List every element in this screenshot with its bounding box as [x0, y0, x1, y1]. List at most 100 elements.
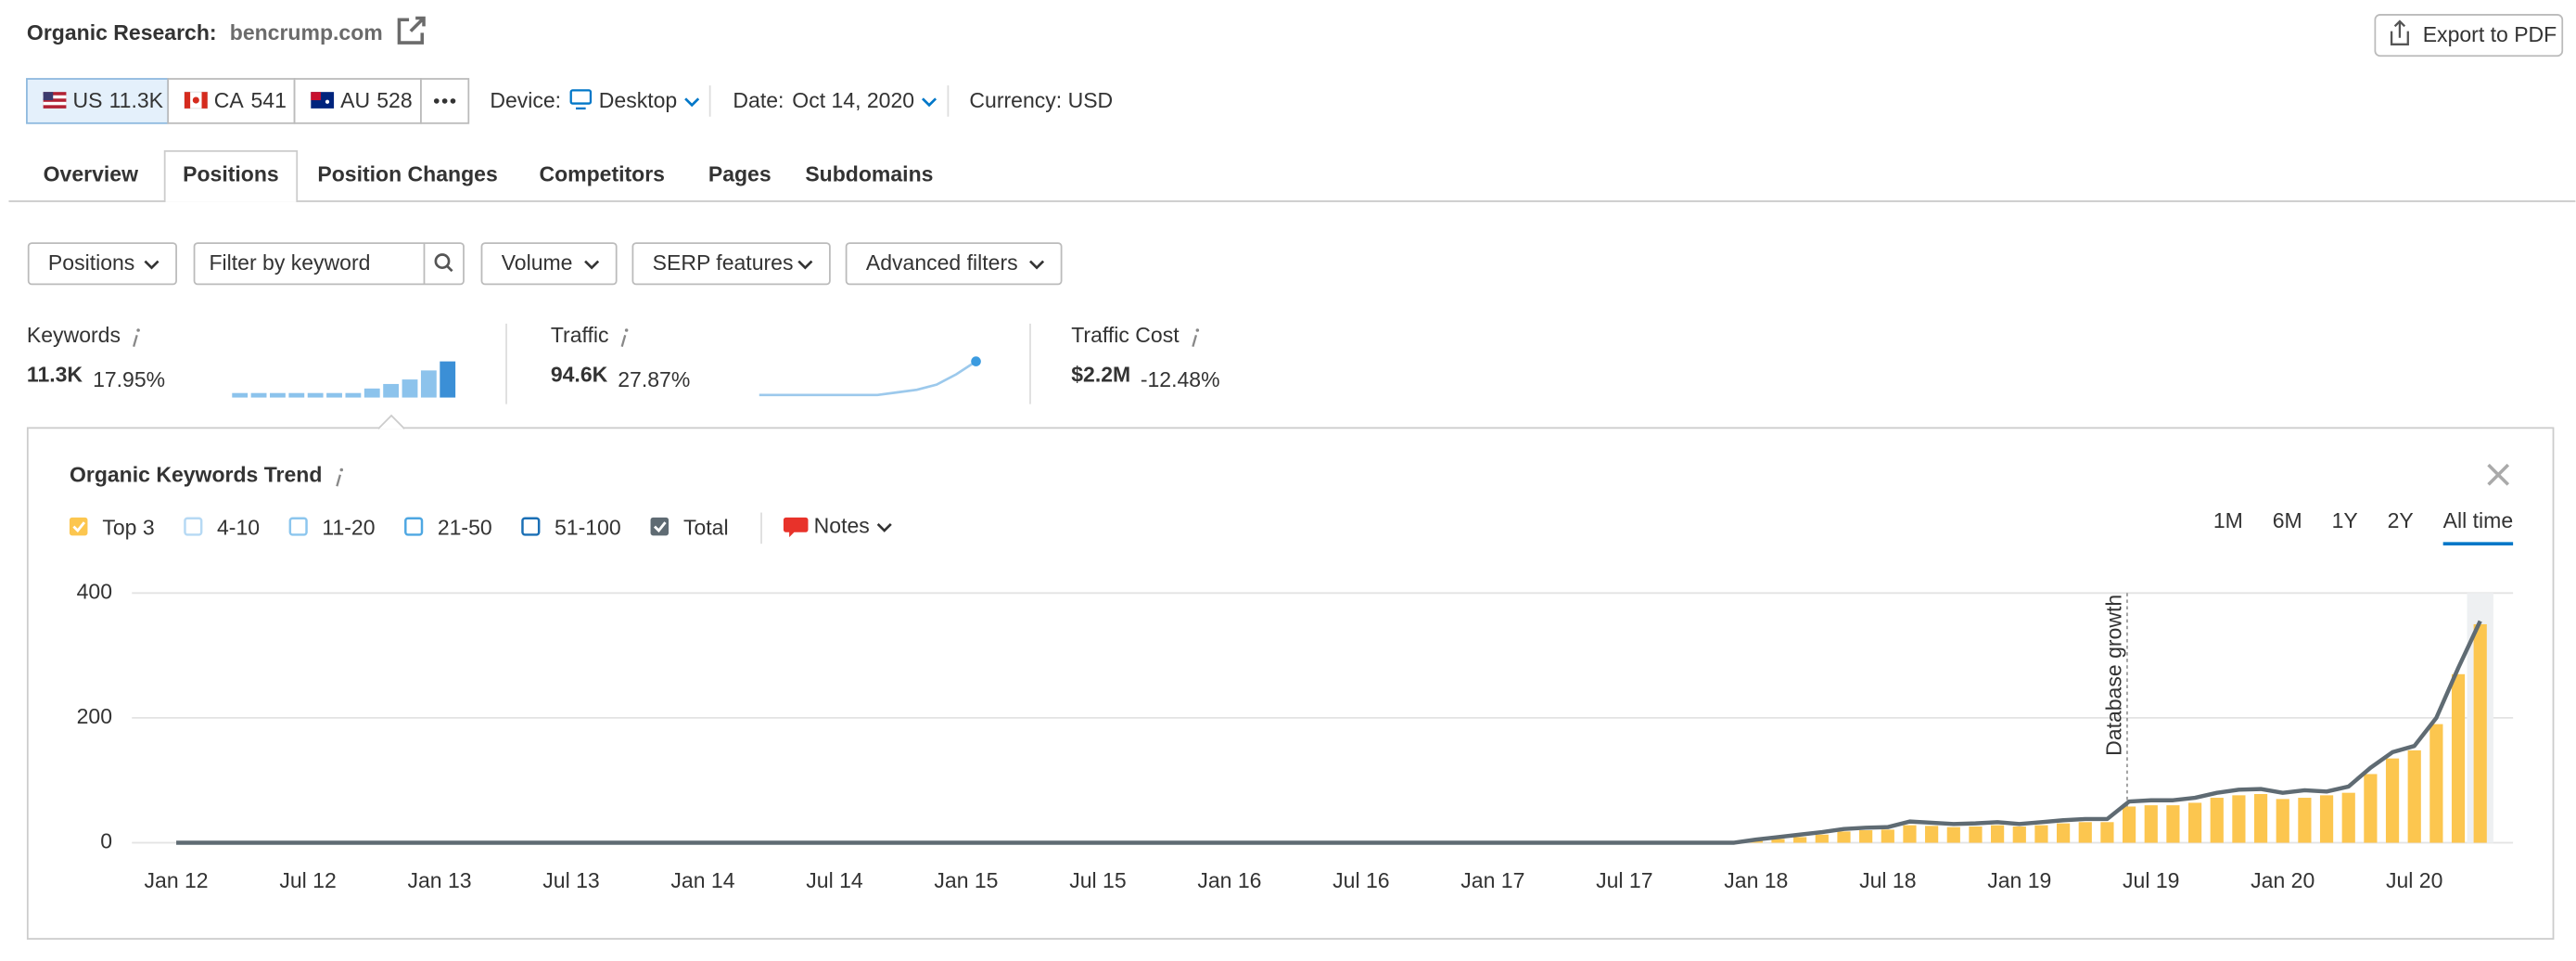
y-tick-label: 200	[77, 704, 112, 728]
more-dot	[450, 98, 456, 104]
filter-dropdown[interactable]	[27, 242, 177, 286]
x-tick-label: Jul 18	[1859, 868, 1916, 892]
date-value[interactable]: Oct 14, 2020	[792, 88, 914, 112]
legend-checkbox[interactable]	[650, 517, 670, 536]
y-tick-label: 0	[100, 829, 112, 853]
time-range[interactable]: All time	[2443, 508, 2513, 532]
filter-dropdown[interactable]	[845, 242, 1063, 286]
filter-dropdown[interactable]	[631, 242, 831, 286]
bar	[1969, 826, 1983, 843]
chevron-icon	[684, 97, 700, 108]
metric-change: 17.95%	[93, 367, 165, 391]
legend-label: 4-10	[217, 515, 260, 539]
flag-band	[184, 92, 191, 109]
metric-label: Traffic Cost	[1071, 323, 1180, 347]
device-label: Device:	[490, 88, 561, 112]
x-tick-label: Jul 14	[806, 868, 863, 892]
flag-star	[325, 99, 330, 104]
bar	[2078, 822, 2092, 843]
time-range[interactable]: 1Y	[2332, 508, 2358, 532]
time-range[interactable]: 6M	[2273, 508, 2302, 532]
bar	[2166, 805, 2180, 843]
x-tick-label: Jul 20	[2386, 868, 2442, 892]
info-icon-dot	[136, 328, 140, 332]
bar	[2210, 798, 2224, 843]
info-icon-dot	[339, 468, 344, 472]
metric-value: 94.6K	[551, 363, 608, 387]
metric-change: 27.87%	[618, 367, 690, 391]
export-label: Export to PDF	[2423, 22, 2557, 46]
title-label: Organic Research:	[27, 20, 217, 45]
tab[interactable]: Pages	[708, 162, 772, 186]
bar	[2144, 805, 2158, 843]
more-dot	[433, 98, 440, 104]
bar	[2012, 826, 2026, 843]
sparkline-bar	[402, 379, 418, 398]
bar	[1837, 831, 1851, 843]
legend-checkbox[interactable]	[288, 517, 308, 536]
bar	[1859, 830, 1873, 843]
filter-label: Positions	[48, 250, 134, 275]
tab[interactable]: Position Changes	[317, 162, 497, 186]
x-tick-label: Jan 17	[1460, 868, 1524, 892]
legend-checkbox[interactable]	[69, 517, 88, 536]
metric-value: 11.3K	[27, 363, 83, 387]
legend-checkbox[interactable]	[404, 517, 424, 536]
monitor-icon	[569, 89, 593, 105]
x-tick-label: Jul 17	[1596, 868, 1652, 892]
legend-checkbox[interactable]	[184, 517, 203, 536]
database-count: 528	[376, 88, 412, 112]
x-tick-label: Jul 19	[2123, 868, 2179, 892]
panel-pointer	[377, 414, 405, 429]
database-count: 11.3K	[109, 88, 164, 112]
sparkline-bar	[270, 392, 286, 398]
legend-checkbox[interactable]	[521, 517, 541, 536]
info-icon	[620, 334, 627, 347]
export-button[interactable]	[2374, 14, 2564, 58]
sparkline-end-dot	[971, 356, 981, 366]
bar	[1881, 829, 1894, 843]
info-icon-dot	[624, 328, 629, 332]
annotation-label: Database growth	[2102, 595, 2126, 756]
tab[interactable]: Positions	[183, 162, 279, 186]
notes-label[interactable]: Notes	[814, 514, 870, 538]
metric-label: Traffic	[551, 323, 609, 347]
chevron-icon	[1029, 260, 1045, 270]
tab[interactable]: Competitors	[539, 162, 665, 186]
tab[interactable]: Subdomains	[805, 162, 933, 186]
device-value[interactable]: Desktop	[599, 88, 677, 112]
sparkline-bar	[250, 392, 267, 398]
search-icon-handle	[446, 264, 453, 273]
bar	[1946, 826, 1960, 843]
sparkline-bar	[307, 392, 324, 398]
sparkline-bar	[345, 392, 362, 398]
tab[interactable]: Overview	[44, 162, 138, 186]
y-tick-label: 400	[77, 579, 112, 603]
notes-icon[interactable]	[783, 517, 809, 538]
chevron-icon	[922, 97, 937, 108]
metric-change: -12.48%	[1141, 367, 1220, 391]
filter-label: SERP features	[653, 250, 794, 275]
currency: Currency: USD	[969, 88, 1113, 112]
keyword-input[interactable]	[193, 242, 465, 286]
title-domain: bencrump.com	[230, 20, 383, 45]
bar	[1815, 834, 1829, 843]
date-label: Date:	[733, 88, 784, 112]
bar	[1991, 825, 2005, 843]
bar	[2298, 798, 2312, 843]
filter-dropdown[interactable]	[480, 242, 618, 286]
x-tick-label: Jan 19	[1987, 868, 2051, 892]
time-range[interactable]: 1M	[2213, 508, 2243, 532]
sparkline-bar	[420, 370, 437, 398]
legend-label: 51-100	[555, 515, 621, 539]
info-icon-dot	[1195, 328, 1200, 332]
x-tick-label: Jan 14	[670, 868, 734, 892]
time-range[interactable]: 2Y	[2388, 508, 2414, 532]
chevron-icon	[876, 522, 892, 532]
bar	[2034, 825, 2048, 843]
x-tick-label: Jul 13	[542, 868, 599, 892]
close-icon[interactable]	[2487, 463, 2510, 486]
info-icon	[1192, 334, 1198, 347]
x-tick-label: Jul 15	[1069, 868, 1126, 892]
line	[176, 620, 2482, 845]
